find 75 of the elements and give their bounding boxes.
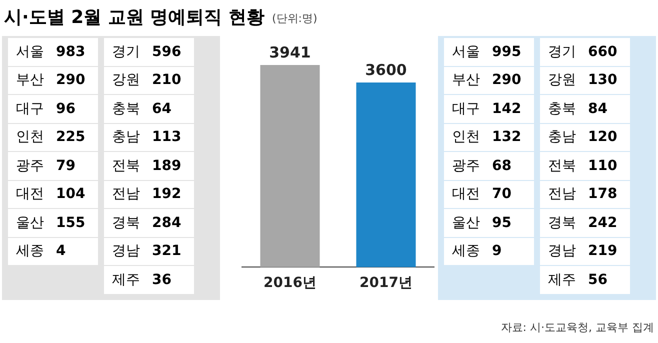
data-label: 132	[492, 129, 522, 146]
data-label: 130	[588, 72, 618, 88]
category-label: 전북	[548, 156, 576, 175]
text: 시·도별 2월 교원 명예퇴직 현황	[4, 6, 264, 29]
data-label: 983	[56, 44, 86, 60]
text: (단위:명)	[272, 11, 318, 26]
data-label: 95	[492, 214, 512, 231]
data-label: 178	[588, 186, 618, 202]
category-label: 제주	[112, 270, 140, 289]
category-label: 부산	[452, 71, 480, 90]
category-label: 울산	[16, 214, 44, 232]
category-label: 경북	[112, 214, 140, 232]
data-label: 3941	[269, 43, 311, 62]
category-label: 강원	[548, 71, 576, 90]
category-label: 전남	[112, 185, 140, 204]
data-label: 68	[492, 158, 512, 174]
data-label: 104	[56, 186, 86, 202]
data-label: 110	[588, 158, 618, 174]
category-label: 서울	[452, 42, 480, 61]
category-label: 충남	[548, 128, 576, 146]
category-label: 서울	[16, 42, 44, 61]
category-label: 세종	[452, 242, 480, 260]
category-label: 경기	[112, 42, 140, 61]
data-label: 995	[492, 44, 522, 60]
data-label: 120	[588, 129, 618, 146]
data-label: 290	[492, 72, 522, 88]
category-label: 대전	[16, 185, 44, 204]
data-label: 113	[152, 129, 182, 146]
category-label: 전북	[112, 156, 140, 175]
data-label: 290	[56, 72, 86, 88]
data-label: 64	[152, 100, 172, 117]
category-label: 대전	[452, 185, 480, 204]
data-label: 79	[56, 158, 76, 174]
data-label: 70	[492, 186, 512, 202]
data-label: 3600	[365, 60, 407, 79]
category-label: 충북	[112, 100, 140, 118]
data-label: 189	[152, 158, 182, 174]
data-label: 219	[588, 243, 618, 260]
data-label: 321	[152, 243, 182, 260]
data-label: 242	[588, 214, 618, 231]
data-label: 155	[56, 214, 86, 231]
data-label: 84	[588, 100, 608, 117]
category-label: 울산	[452, 214, 480, 232]
data-label: 56	[588, 272, 608, 288]
category-label: 부산	[16, 71, 44, 90]
data-label: 284	[152, 214, 182, 231]
data-label: 36	[152, 272, 172, 288]
data-label: 9	[492, 243, 502, 260]
category-label: 인천	[452, 128, 480, 146]
category-label: 대구	[452, 100, 480, 118]
data-label: 596	[152, 44, 182, 60]
data-label: 192	[152, 186, 182, 202]
category-label: 광주	[16, 156, 44, 175]
data-label: 4	[56, 243, 66, 260]
category-label: 인천	[16, 128, 44, 146]
category-label: 경기	[548, 42, 576, 61]
category-label: 충남	[112, 128, 140, 146]
category-label: 충북	[548, 100, 576, 118]
x-tick-label: 2017년	[360, 275, 412, 292]
data-label: 660	[588, 44, 618, 60]
category-label: 경남	[112, 242, 140, 260]
category-label: 세종	[16, 242, 44, 260]
x-tick-label: 2016년	[264, 275, 316, 292]
category-label: 경남	[548, 242, 576, 260]
data-label: 225	[56, 129, 86, 146]
category-label: 제주	[548, 270, 576, 289]
category-label: 경북	[548, 214, 576, 232]
category-label: 전남	[548, 185, 576, 204]
category-label: 강원	[112, 71, 140, 90]
data-label: 210	[152, 72, 182, 88]
data-label: 142	[492, 100, 522, 117]
category-label: 대구	[16, 100, 44, 118]
category-label: 광주	[452, 156, 480, 175]
text: 자료: 시·도교육청, 교육부 집계	[500, 320, 654, 335]
data-label: 96	[56, 100, 76, 117]
